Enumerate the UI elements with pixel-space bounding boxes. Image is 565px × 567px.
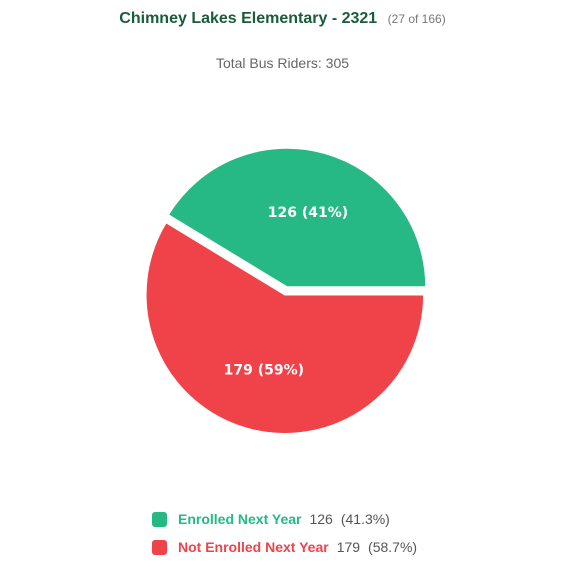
pie-label-not-enrolled: 179 (59%) — [224, 363, 304, 379]
pie-slice-enrolled[interactable] — [167, 147, 427, 288]
legend-label-enrolled: Enrolled Next Year — [178, 511, 302, 527]
chart-subtitle: Total Bus Riders: 305 — [215, 55, 350, 71]
legend-value-enrolled: 126 — [309, 511, 333, 527]
pie-chart: 126 (41%) 179 (59%) — [145, 147, 427, 435]
chart-rank: (27 of 166) — [387, 12, 446, 26]
chart-title: Chimney Lakes Elementary - 2321 — [119, 10, 378, 27]
legend-value-not-enrolled: 179 — [336, 539, 361, 555]
pie-label-enrolled: 126 (41%) — [268, 205, 348, 221]
legend-swatch-not-enrolled — [152, 539, 167, 555]
legend-item-enrolled[interactable]: Enrolled Next Year 126 (41.3%) — [152, 505, 417, 533]
pie-slice-not-enrolled[interactable] — [145, 221, 425, 435]
legend-label-not-enrolled: Not Enrolled Next Year — [178, 539, 329, 555]
legend-percent-enrolled: (41.3%) — [340, 511, 390, 527]
chart-header: Chimney Lakes Elementary - 2321 (27 of 1… — [0, 10, 565, 28]
legend-item-not-enrolled[interactable]: Not Enrolled Next Year 179 (58.7%) — [152, 533, 417, 561]
legend-swatch-enrolled — [152, 511, 167, 527]
chart-legend: Enrolled Next Year 126 (41.3%) Not Enrol… — [152, 505, 417, 561]
legend-percent-not-enrolled: (58.7%) — [368, 539, 418, 555]
